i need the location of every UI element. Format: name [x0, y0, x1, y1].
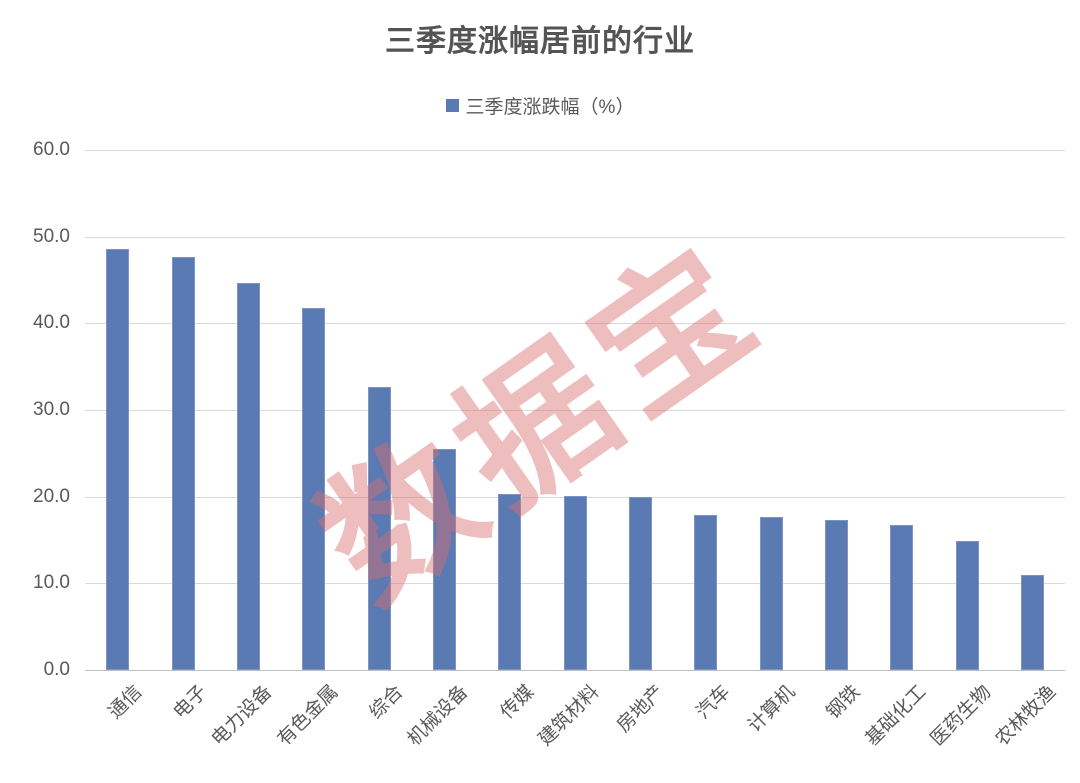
gridline	[85, 410, 1065, 411]
y-tick-label: 10.0	[33, 572, 70, 594]
bar-农林牧渔	[1020, 574, 1044, 670]
gridline	[85, 236, 1065, 238]
gridline	[85, 150, 1065, 151]
x-tick-label: 电力设备	[208, 681, 277, 751]
x-tick-label: 电子	[169, 681, 212, 724]
x-tick-label: 基础化工	[861, 681, 931, 751]
y-tick-label: 40.0	[33, 312, 70, 334]
bar-计算机	[759, 517, 783, 670]
bar-汽车	[694, 514, 718, 670]
bar-电子	[171, 257, 195, 670]
bar-电力设备	[236, 282, 260, 670]
bar-传媒	[498, 494, 522, 670]
bar-医药生物	[955, 540, 979, 670]
chart-title: 三季度涨幅居前的行业	[385, 25, 695, 58]
bar-通信	[106, 248, 130, 670]
bar-基础化工	[890, 525, 914, 670]
x-tick-label: 综合	[365, 681, 408, 724]
bar-建筑材料	[563, 495, 587, 670]
y-tick-label: 0.0	[43, 659, 70, 680]
x-tick-label: 传媒	[496, 681, 539, 724]
x-tick-label: 有色金属	[273, 681, 343, 751]
bar-房地产	[628, 496, 652, 670]
x-tick-label: 农林牧渔	[992, 681, 1061, 751]
x-tick-label: 医药生物	[926, 681, 996, 751]
y-tick-label: 50.0	[33, 225, 70, 247]
legend-swatch-icon	[445, 99, 459, 112]
legend-label: 三季度涨跌幅（%）	[465, 97, 635, 118]
y-tick-label: 30.0	[33, 399, 70, 420]
gridline	[85, 323, 1065, 325]
x-tick-label: 通信	[104, 681, 147, 724]
x-axis-line	[85, 670, 1065, 671]
x-tick-label: 建筑材料	[534, 681, 604, 751]
x-tick-label: 汽车	[692, 681, 735, 724]
x-tick-label: 计算机	[744, 681, 800, 737]
x-tick-label: 机械设备	[404, 681, 473, 751]
y-tick-label: 20.0	[33, 485, 70, 507]
bar-机械设备	[432, 449, 456, 670]
bar-有色金属	[302, 307, 326, 670]
bar-综合	[367, 387, 391, 670]
y-tick-label: 60.0	[33, 139, 70, 160]
legend: 三季度涨跌幅（%）	[0, 92, 1080, 119]
x-tick-label: 钢铁	[822, 681, 865, 724]
x-tick-label: 房地产	[613, 681, 669, 737]
plot-area: 0.0 10.0 20.0 30.0 40.0 50.0 60.0 通信 电子 电力设备 有色金属综…	[33, 139, 1065, 750]
bar-钢铁	[824, 520, 848, 670]
